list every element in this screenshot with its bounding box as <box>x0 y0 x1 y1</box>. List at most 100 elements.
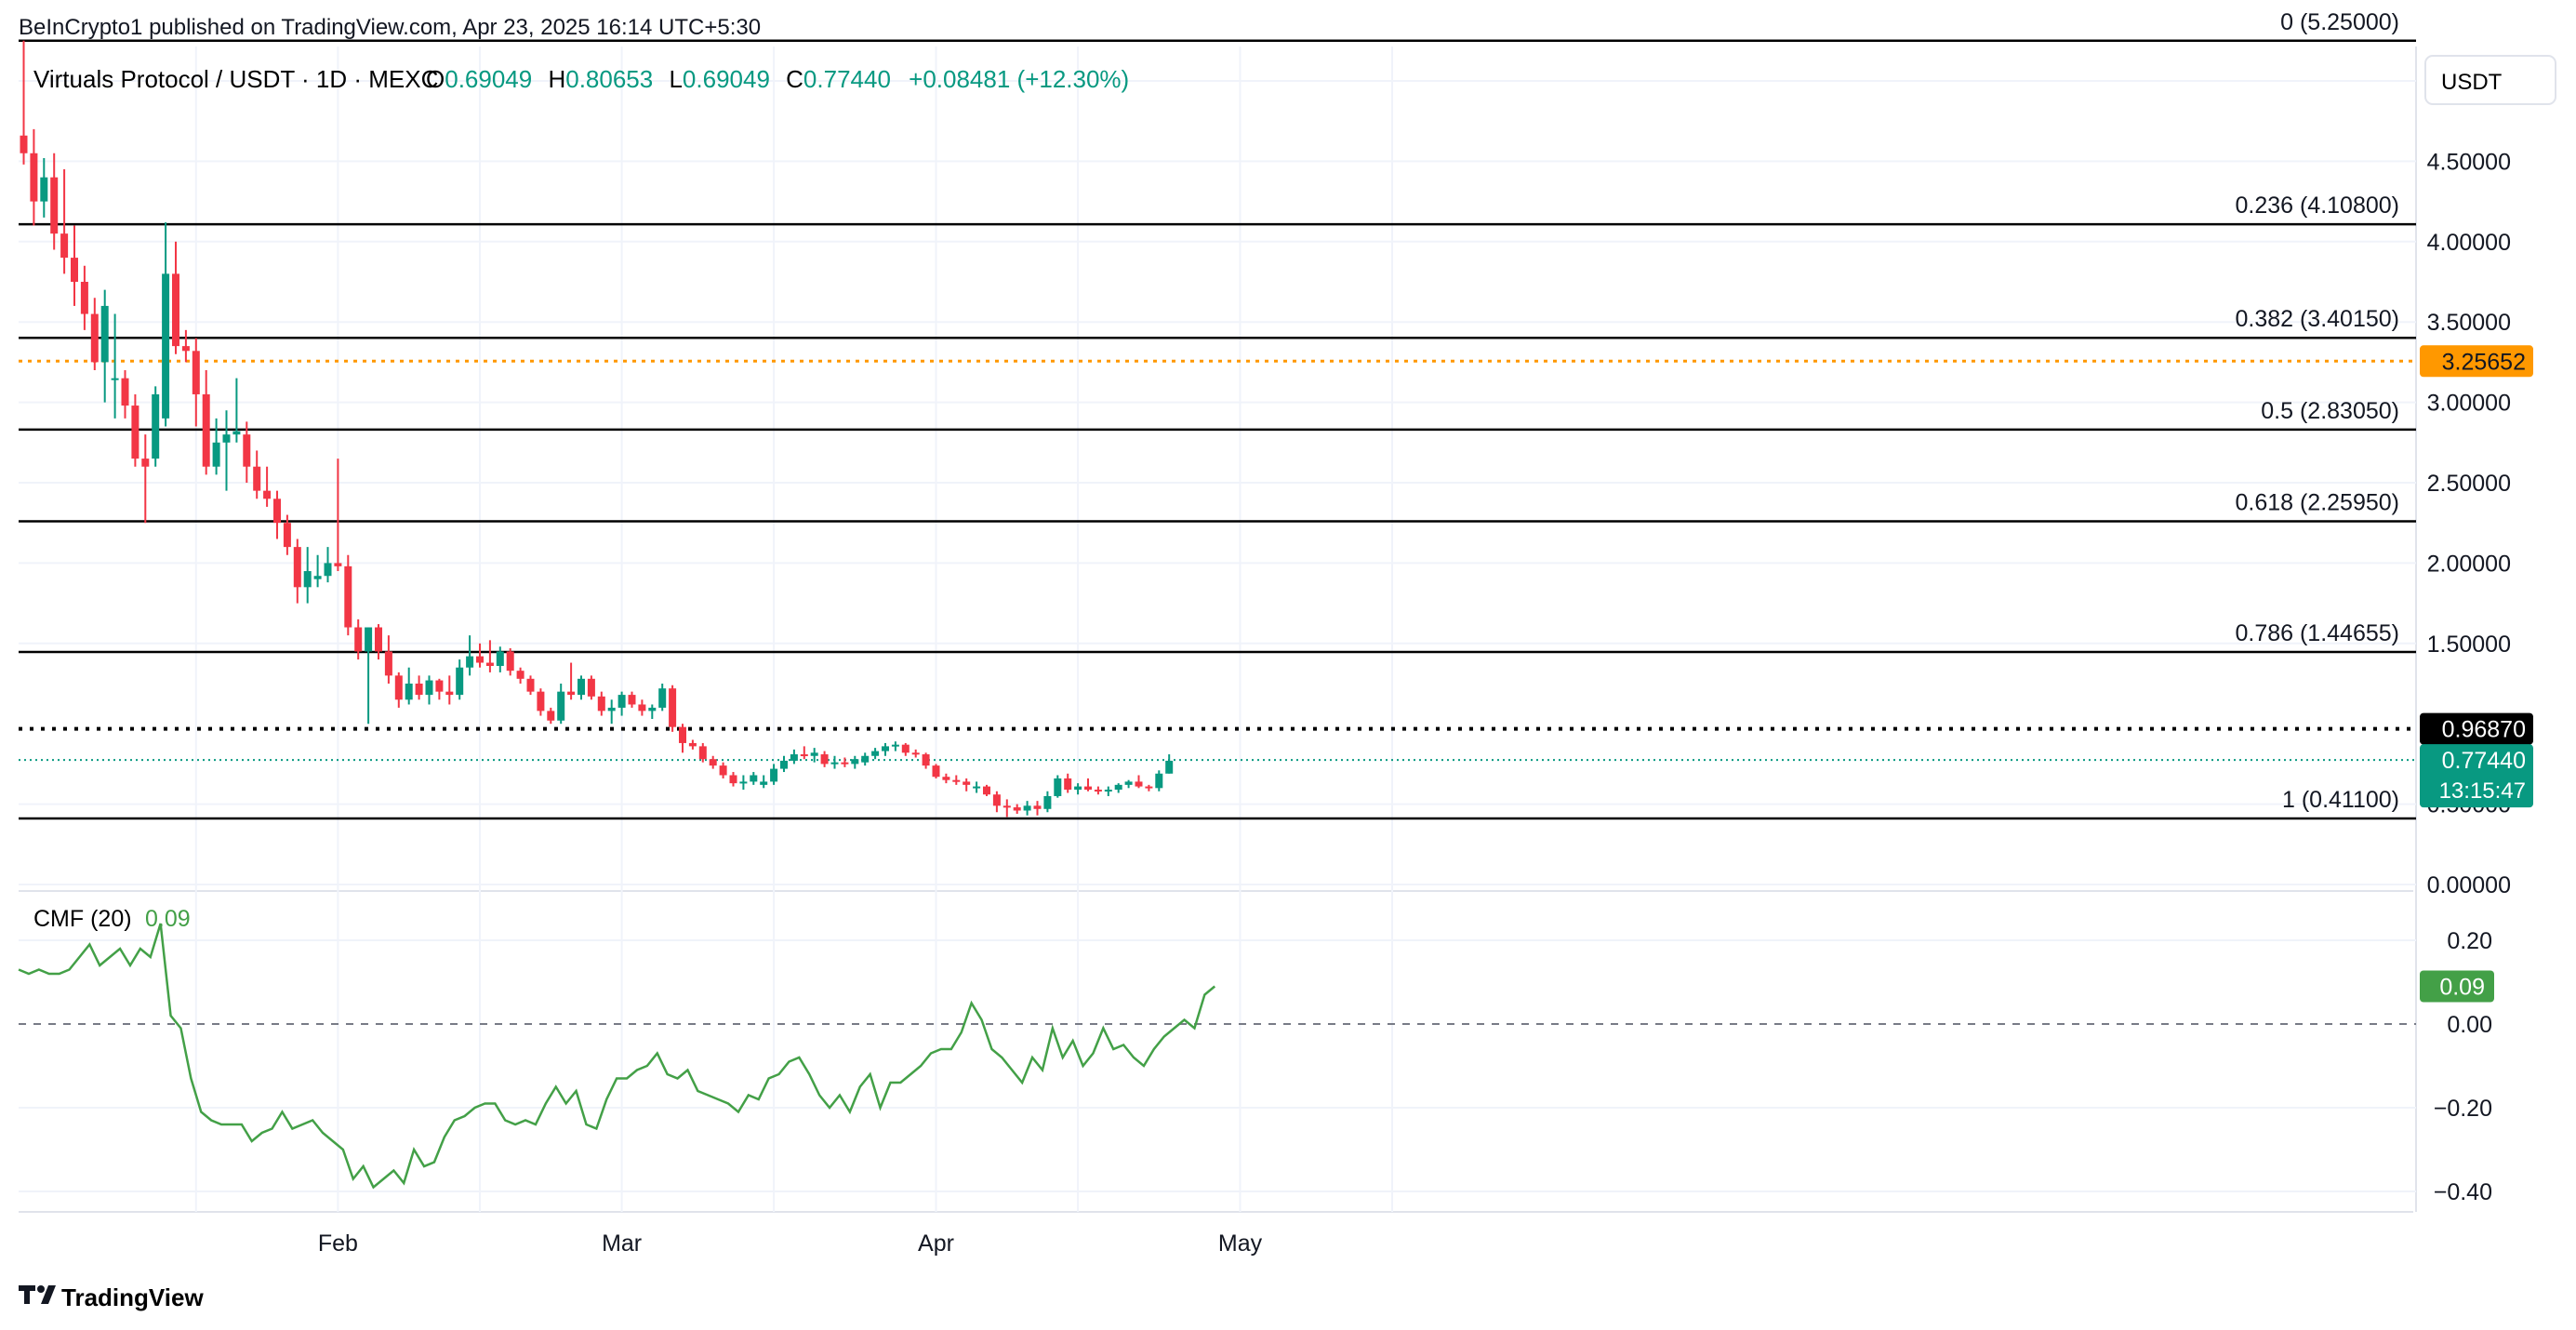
candle-body-80 <box>830 762 839 765</box>
price-tick-label-5: 2.50000 <box>2427 471 2511 497</box>
currency-box[interactable] <box>2424 55 2556 105</box>
candle-body-8 <box>100 305 109 363</box>
price-tick-label-6: 2.00000 <box>2427 551 2511 577</box>
candle-body-6 <box>80 282 88 314</box>
candle-body-82 <box>851 759 859 765</box>
candle-body-85 <box>882 746 889 751</box>
time-tick-label-2: Apr <box>918 1230 954 1257</box>
cmf-tick-label-2: −0.20 <box>2434 1096 2492 1122</box>
candle-body-29 <box>313 576 322 579</box>
candle-body-69 <box>719 765 727 776</box>
candle-body-81 <box>841 762 849 765</box>
candle-body-65 <box>679 726 686 743</box>
candle-body-90 <box>932 765 940 778</box>
cmf-tick-label-3: −0.40 <box>2434 1179 2492 1205</box>
candle-body-57 <box>597 696 605 712</box>
cmf-series-line <box>18 923 1216 1190</box>
candle-body-79 <box>820 754 829 765</box>
candle-body-97 <box>1003 805 1011 808</box>
candle-body-12 <box>141 459 150 467</box>
tradingview-logo-icon <box>19 1285 56 1304</box>
cmf-tick-label-0: 0.20 <box>2447 928 2492 954</box>
last-price-badge-text: 0.77440 <box>2442 748 2526 774</box>
candle-body-1 <box>30 153 38 202</box>
candle-body-96 <box>992 794 1001 806</box>
candle-body-50 <box>526 678 535 692</box>
candle-body-40 <box>425 680 433 696</box>
candle-body-92 <box>952 779 961 782</box>
candle-body-59 <box>617 695 626 708</box>
candle-body-56 <box>587 678 595 697</box>
price-tick-label-4: 3.00000 <box>2427 391 2511 417</box>
candle-body-77 <box>800 754 808 757</box>
candle-body-64 <box>669 688 677 727</box>
candle-body-36 <box>384 651 392 676</box>
symbol-title[interactable]: Virtuals Protocol / USDT · 1D · MEXC <box>33 65 438 93</box>
dotted-level-badge-bg <box>2420 712 2533 745</box>
candle-body-107 <box>1104 790 1112 792</box>
candle-body-7 <box>90 313 99 363</box>
candle-body-112 <box>1155 773 1163 789</box>
candle-body-108 <box>1114 784 1122 791</box>
cmf-panel <box>18 923 2416 1190</box>
orange-level-badge-text: 3.25652 <box>2442 349 2526 375</box>
candle-body-15 <box>172 273 179 347</box>
axes: 5.000004.500004.000003.500003.000002.500… <box>318 69 2511 1257</box>
price-tick-label-2: 4.00000 <box>2427 230 2511 256</box>
fib-level-label-3: 0.5 (2.83050) <box>2261 398 2399 424</box>
currency-label: USDT <box>2441 70 2503 95</box>
candle-body-22 <box>243 434 251 467</box>
candle-body-61 <box>638 704 646 712</box>
price-tick-label-1: 4.50000 <box>2427 149 2511 175</box>
candle-body-55 <box>578 678 585 696</box>
candle-body-84 <box>871 751 880 756</box>
fib-levels: 0 (5.25000) 0.236 (4.10800) 0.382 (3.40150… <box>19 9 2416 820</box>
candle-body-106 <box>1094 790 1102 792</box>
candle-body-99 <box>1023 805 1031 811</box>
last-price-badge-bg <box>2420 744 2533 808</box>
candle-body-78 <box>810 752 818 756</box>
candle-body-88 <box>911 752 920 755</box>
candle-body-110 <box>1135 781 1143 787</box>
candle-body-72 <box>750 775 758 782</box>
candle-body-83 <box>861 755 870 763</box>
cmf-label: CMF (20) <box>33 906 132 932</box>
candle-body-41 <box>435 680 444 692</box>
candle-body-104 <box>1074 786 1082 791</box>
time-tick-label-3: May <box>1218 1230 1263 1257</box>
candle-body-54 <box>567 691 576 696</box>
candle-body-102 <box>1054 778 1062 796</box>
candle-body-75 <box>780 760 788 769</box>
cmf-legend-value: 0.09 <box>145 906 191 932</box>
candle-body-33 <box>354 627 363 652</box>
candle-body-95 <box>983 786 990 795</box>
candle-body-43 <box>456 667 464 696</box>
candle-body-71 <box>739 781 748 784</box>
candle-body-94 <box>973 786 981 789</box>
candle-body-30 <box>324 563 332 577</box>
candle-body-52 <box>547 711 555 721</box>
fib-level-label-1: 0.236 (4.10800) <box>2235 193 2399 219</box>
candle-body-20 <box>222 434 231 443</box>
candle-body-62 <box>648 707 657 712</box>
candle-body-51 <box>537 691 545 712</box>
candle-body-13 <box>152 393 160 459</box>
candle-body-4 <box>60 233 69 259</box>
fib-level-label-4: 0.618 (2.25950) <box>2235 490 2399 516</box>
candle-body-11 <box>131 406 139 459</box>
dotted-level-badge-text: 0.96870 <box>2442 717 2526 743</box>
price-tick-label-3: 3.50000 <box>2427 310 2511 336</box>
candle-body-0 <box>20 135 28 153</box>
candle-body-68 <box>709 759 717 766</box>
candle-body-53 <box>557 691 565 721</box>
candle-body-47 <box>496 651 504 666</box>
grid <box>19 47 2416 1212</box>
candle-body-86 <box>891 744 899 747</box>
fib-level-label-2: 0.382 (3.40150) <box>2235 306 2399 332</box>
candle-body-2 <box>40 177 48 202</box>
candle-body-44 <box>466 656 474 668</box>
candle-body-74 <box>770 768 778 782</box>
candle-body-17 <box>192 351 200 394</box>
candle-body-39 <box>415 684 423 696</box>
